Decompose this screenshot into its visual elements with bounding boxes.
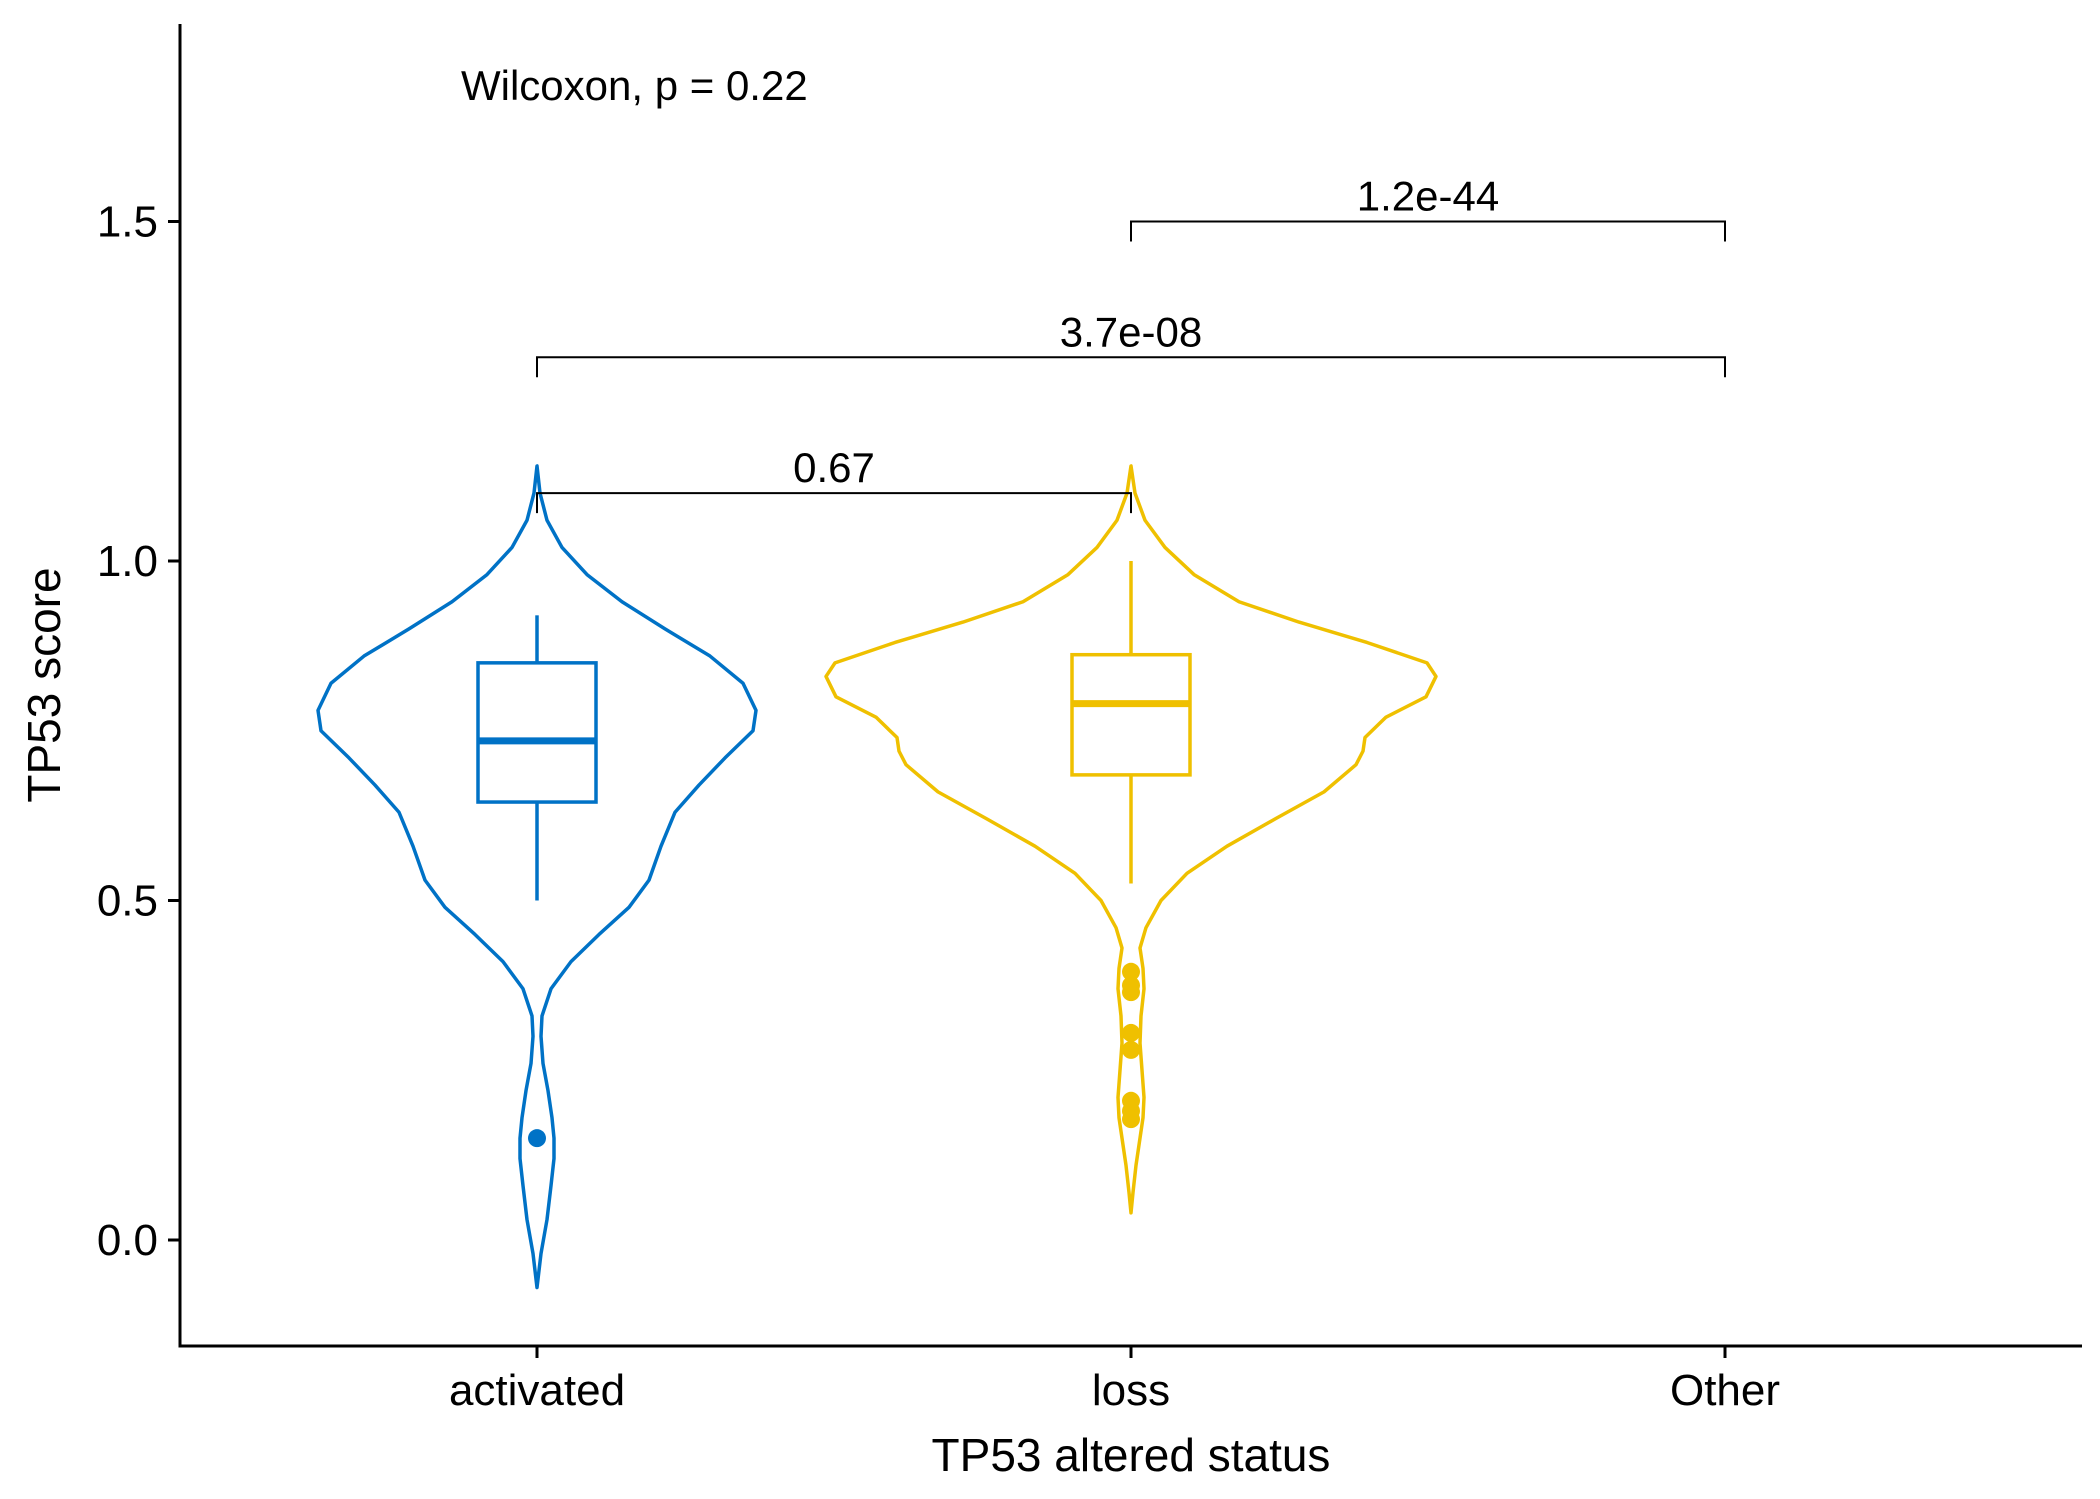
global-test-label: Wilcoxon, p = 0.22 — [461, 62, 808, 109]
violin-loss — [824, 464, 1438, 1215]
y-ticks: 0.0 0.5 1.0 1.5 — [97, 198, 180, 1265]
comparison-brackets: 0.67 3.7e-08 1.2e-44 — [536, 173, 1726, 514]
y-tick-label: 1.0 — [97, 537, 158, 586]
boxplots-layer — [476, 561, 1192, 901]
y-axis-title: TP53 score — [18, 567, 70, 802]
violins-layer — [316, 464, 1438, 1290]
comparison-bracket — [536, 356, 1726, 378]
outlier-point-activated — [528, 1129, 546, 1148]
outlier-point-loss — [1122, 962, 1140, 981]
comparison-bracket — [1130, 220, 1726, 242]
x-tick-label-activated: activated — [449, 1366, 625, 1415]
outlier-point-loss — [1122, 1040, 1140, 1059]
x-tick-label-other: Other — [1670, 1366, 1780, 1415]
comparison-pvalue-label: 0.67 — [793, 444, 875, 491]
outlier-point-loss — [1122, 1023, 1140, 1042]
box-activated — [476, 661, 598, 804]
x-tick-label-loss: loss — [1092, 1366, 1170, 1415]
y-tick-label: 0.5 — [97, 877, 158, 926]
outlier-point-loss — [1122, 1110, 1140, 1129]
outlier-point-loss — [1122, 983, 1140, 1002]
violin-activated — [316, 464, 758, 1290]
y-tick-label: 0.0 — [97, 1216, 158, 1265]
comparison-pvalue-label: 3.7e-08 — [1060, 308, 1202, 355]
comparison-bracket — [536, 492, 1132, 514]
comparison-pvalue-label: 1.2e-44 — [1357, 173, 1499, 220]
x-ticks: activated loss Other — [449, 1346, 1780, 1415]
y-tick-label: 1.5 — [97, 198, 158, 247]
x-axis-title: TP53 altered status — [932, 1429, 1331, 1481]
outliers-layer — [528, 962, 1140, 1148]
box-loss — [1070, 652, 1192, 777]
